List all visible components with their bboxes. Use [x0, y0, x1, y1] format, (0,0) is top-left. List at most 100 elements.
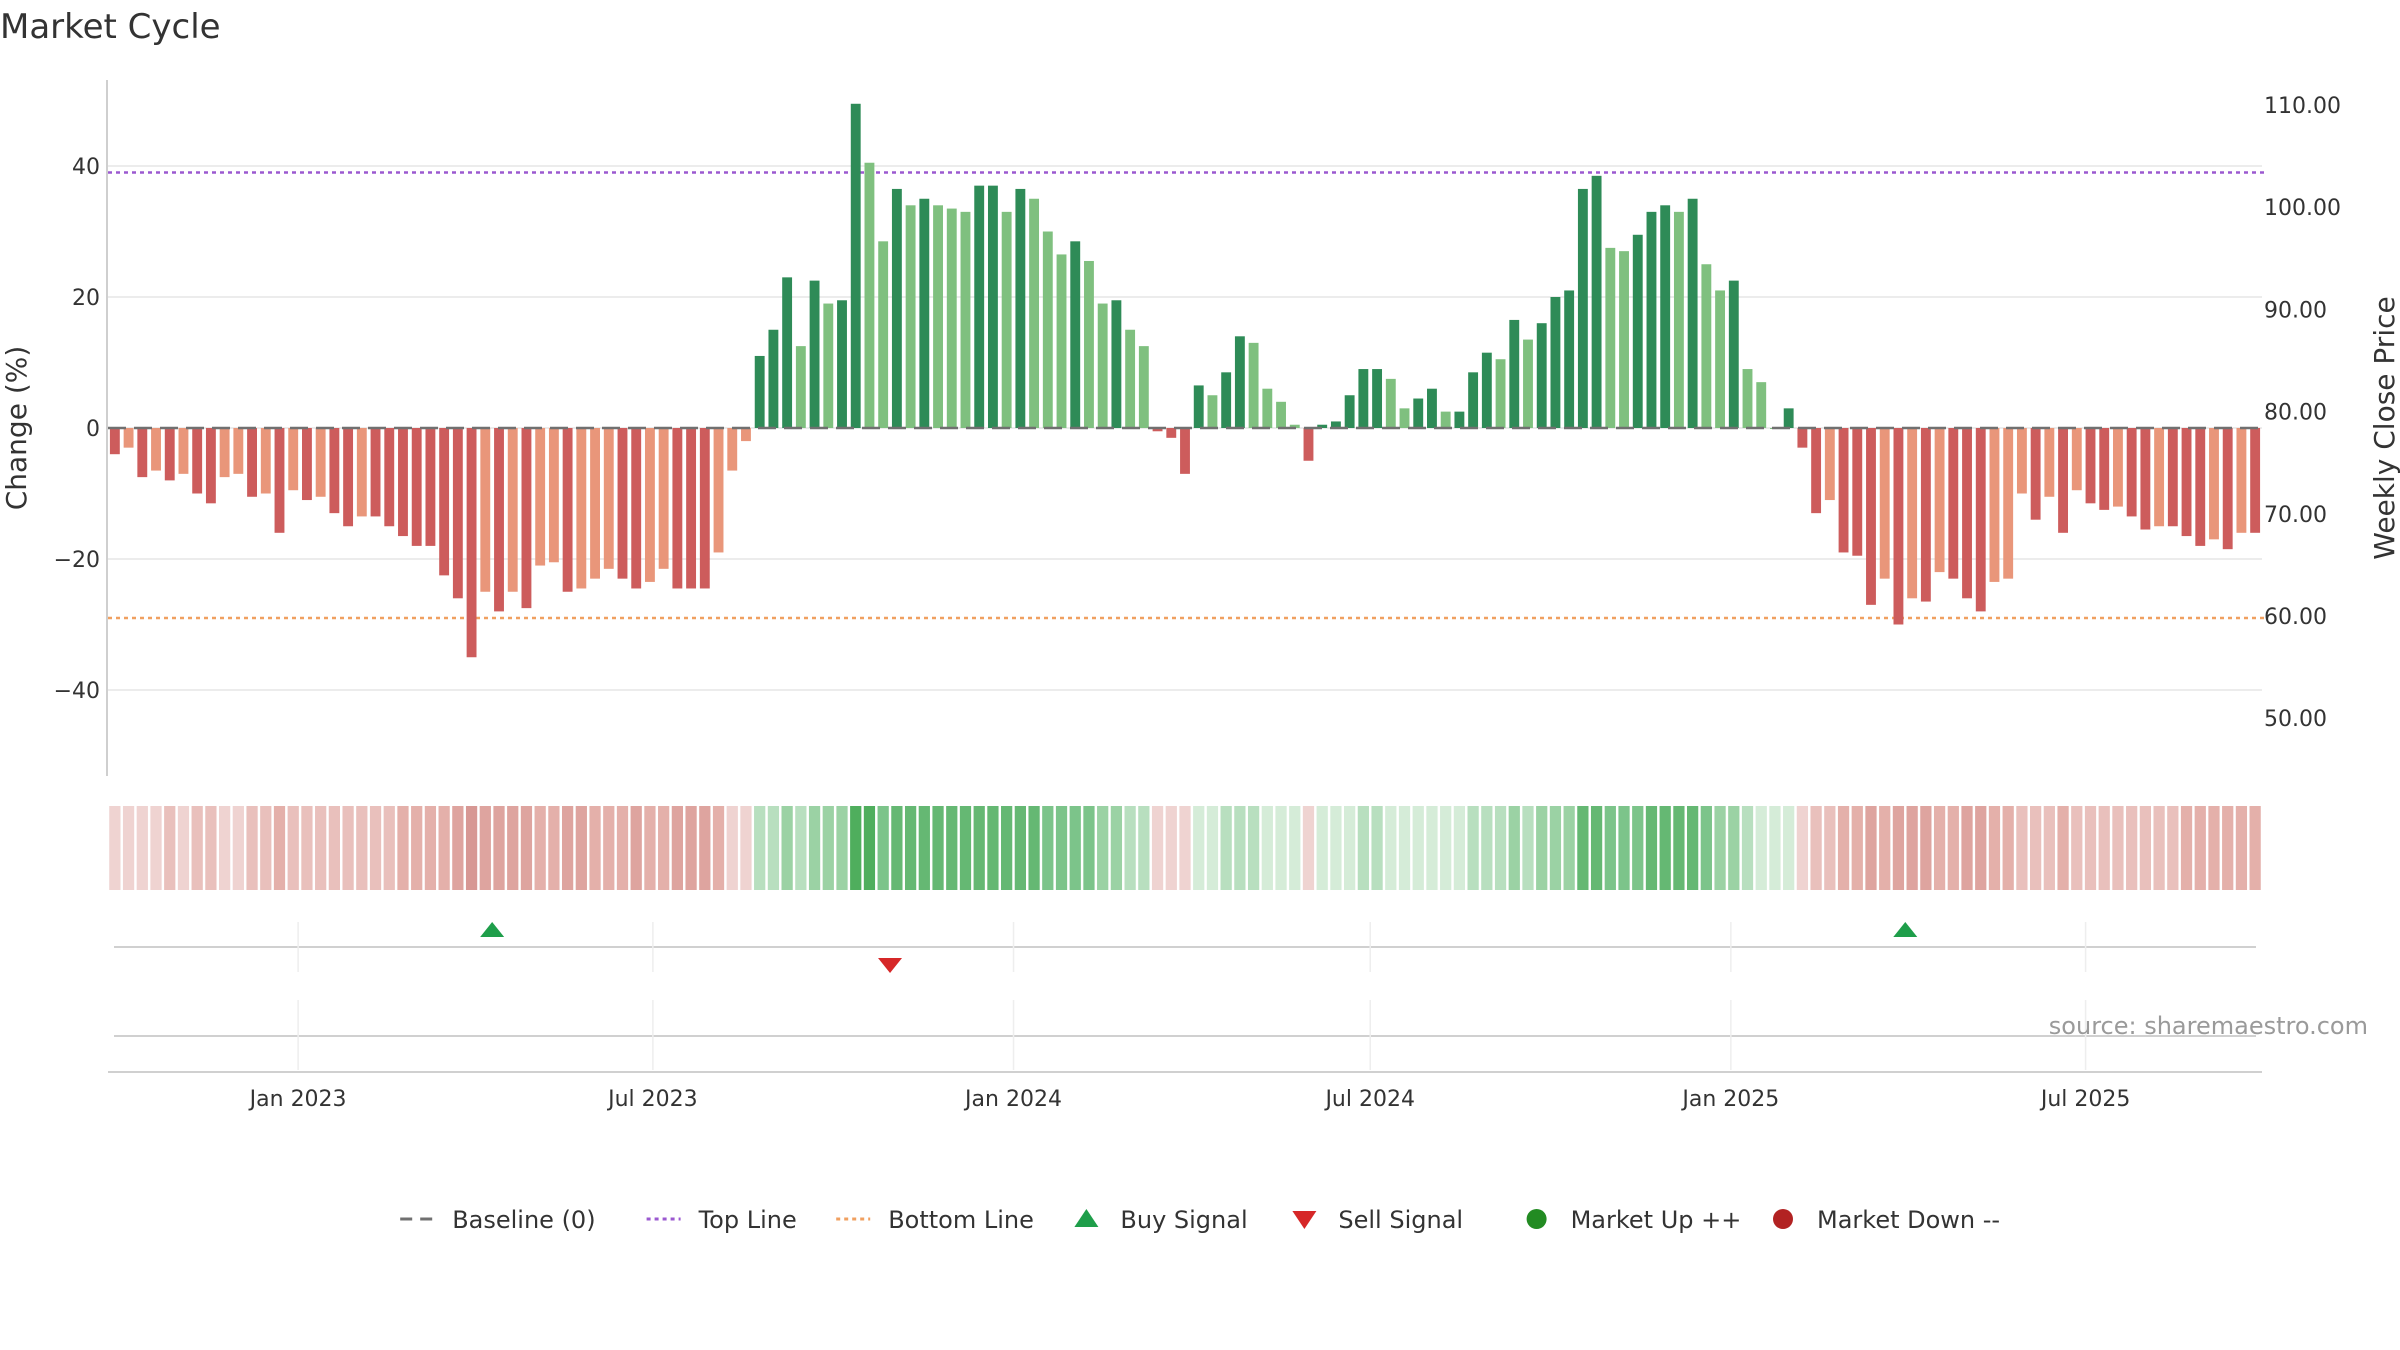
- change-bar: [1509, 319, 1520, 428]
- regime-cell: [616, 806, 629, 890]
- change-bar: [1962, 428, 1972, 599]
- regime-cell: [1330, 806, 1342, 890]
- legend-buy-swatch: [1074, 1209, 1099, 1227]
- change-bar: [768, 329, 779, 428]
- change-bar: [905, 205, 916, 428]
- regime-cell: [2112, 806, 2124, 890]
- y-axis-title: Change (%): [0, 346, 33, 511]
- regime-cell: [1700, 806, 1712, 890]
- regime-cell: [904, 806, 917, 890]
- regime-cell: [232, 806, 244, 890]
- legend-label: Bottom Line: [888, 1206, 1034, 1234]
- change-bar: [1989, 428, 2000, 582]
- regime-cell: [1796, 806, 1809, 890]
- regime-cell: [507, 806, 519, 890]
- change-bar: [1317, 424, 1328, 428]
- change-bar: [247, 428, 257, 497]
- regime-cell: [891, 806, 903, 890]
- change-bar: [891, 188, 902, 428]
- regime-cell: [1673, 806, 1685, 890]
- change-bar: [782, 277, 793, 428]
- change-bar: [1276, 401, 1286, 428]
- change-bar: [727, 428, 738, 471]
- legend-label: Top Line: [698, 1206, 797, 1234]
- regime-cell: [1453, 806, 1466, 890]
- change-bar: [1797, 428, 1808, 448]
- change-bar: [2099, 428, 2110, 510]
- legend-dot-swatch: [1526, 1209, 1547, 1229]
- regime-cell: [795, 806, 807, 890]
- regime-cell: [1165, 806, 1177, 890]
- change-bar: [1742, 369, 1753, 428]
- chart-title: Market Cycle: [0, 7, 221, 47]
- change-bar: [507, 428, 518, 592]
- regime-cell: [1810, 806, 1822, 890]
- regime-cell: [465, 806, 478, 890]
- regime-cell: [946, 806, 958, 890]
- regime-cell: [1069, 806, 1081, 890]
- regime-cell: [328, 806, 341, 890]
- change-bar: [987, 185, 998, 428]
- regime-cell: [987, 806, 999, 890]
- change-bar: [1619, 251, 1629, 428]
- y-tick-label: 20: [72, 286, 100, 311]
- regime-cell: [1563, 806, 1575, 890]
- change-bar: [2140, 428, 2151, 530]
- regime-cell: [1645, 806, 1658, 890]
- change-bar: [1660, 205, 1671, 428]
- change-bar: [1866, 428, 1876, 605]
- change-bar: [1056, 254, 1067, 428]
- signal-panel: [108, 922, 2262, 1073]
- regime-cell: [932, 806, 944, 890]
- regime-cell: [2222, 806, 2234, 890]
- change-bar: [1495, 359, 1506, 428]
- change-bar: [1879, 428, 1890, 579]
- change-bar: [535, 428, 546, 566]
- change-bar: [1289, 424, 1300, 428]
- regime-cell: [1961, 806, 1973, 890]
- change-bar: [1427, 388, 1437, 428]
- change-bar: [1605, 247, 1616, 428]
- regime-cell: [2139, 806, 2152, 890]
- regime-cell: [1851, 806, 1863, 890]
- regime-cell: [1398, 806, 1411, 890]
- change-bar: [1948, 428, 1959, 579]
- y-axis-ticks: 40 20 0 −20 −40: [54, 155, 100, 704]
- regime-cell: [315, 806, 327, 890]
- change-bar: [2236, 428, 2247, 533]
- regime-cell: [1316, 806, 1328, 890]
- regime-cell: [1055, 806, 1068, 890]
- regime-cell: [493, 806, 505, 890]
- change-bar: [109, 428, 120, 455]
- regime-cell: [1988, 806, 2001, 890]
- change-bar: [315, 428, 326, 497]
- change-bar: [699, 428, 710, 589]
- regime-cell: [1138, 806, 1150, 890]
- regime-cell: [1042, 806, 1054, 890]
- change-bar: [2209, 428, 2219, 540]
- change-bar: [562, 428, 573, 592]
- regime-cell: [2249, 806, 2261, 890]
- regime-cell: [534, 806, 546, 890]
- change-bar: [2003, 428, 2014, 579]
- change-bar: [1550, 297, 1561, 428]
- regime-cell: [1371, 806, 1383, 890]
- change-bar: [205, 428, 216, 504]
- regime-cell: [644, 806, 656, 890]
- regime-cell: [1028, 806, 1040, 890]
- change-bar: [329, 428, 340, 514]
- regime-cell: [1234, 806, 1246, 890]
- regime-cell: [1261, 806, 1273, 890]
- secondary-y-tick-label: 70.00: [2264, 503, 2327, 528]
- change-bar: [2016, 428, 2027, 494]
- legend: Baseline (0) Top Line Bottom Line Buy Signa…: [400, 1206, 2000, 1234]
- legend-item: Bottom Line: [836, 1206, 1034, 1234]
- regime-cell: [2126, 806, 2138, 890]
- change-bar: [644, 428, 655, 582]
- regime-cell: [685, 806, 697, 890]
- regime-cell: [836, 806, 848, 890]
- change-bar: [219, 428, 230, 478]
- regime-cell: [1549, 806, 1562, 890]
- secondary-y-tick-label: 80.00: [2264, 401, 2327, 426]
- regime-cell: [2208, 806, 2220, 890]
